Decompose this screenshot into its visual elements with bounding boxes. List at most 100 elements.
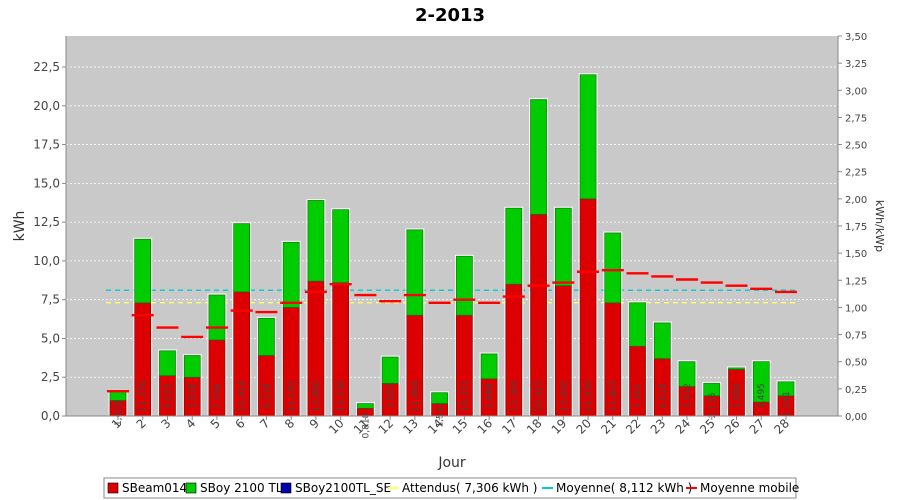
x-tick-label-10: 10 [326, 416, 347, 437]
value-label-9: 13,880 [312, 380, 322, 412]
x-tick-label-18: 18 [524, 416, 545, 437]
x-axis-ticks: 1 2 3 4 5 6 7 8 9 10 11 12 13 14 15 16 17 18 19 20 21 22 23 24 2… [109, 416, 792, 437]
legend-label-4: Moyenne( 8,112 kWh ) [556, 481, 692, 495]
value-label-2: 11,376 [139, 380, 149, 412]
value-label-16: 3,988 [485, 383, 495, 409]
value-label-10: 13,338 [337, 380, 347, 412]
value-label-21: 11,807 [609, 380, 619, 412]
bar-sboy2100tl-24 [678, 361, 696, 387]
y-axis-ticks: 0,0 2,5 5,0 7,5 10,0 12,5 15,0 17,5 20,0 22,5 [33, 60, 66, 423]
bar-sboy2100tl-14 [431, 392, 448, 404]
y-right-tick-label-7: 1,75 [845, 222, 867, 233]
value-label-28: 2,241 [782, 391, 792, 417]
y-tick-label-4: 10,0 [33, 254, 60, 268]
value-label-11: 0,818 [361, 412, 371, 438]
y-right-tick-label-3: 0,75 [845, 331, 867, 342]
value-label-13: 11,964 [411, 380, 421, 412]
value-label-1: 1,620 [114, 400, 124, 426]
bar-sboy2100tl-10 [332, 209, 349, 283]
x-tick-label-3: 3 [158, 416, 173, 431]
y-right-tick-label-11: 2,75 [845, 113, 867, 124]
bar-sboy2100tl-11 [357, 403, 374, 409]
y-tick-label-2: 5,0 [41, 331, 60, 345]
value-label-8: 11,192 [287, 380, 297, 412]
bar-sboy2100tl-6 [233, 223, 250, 293]
y-tick-label-1: 2,5 [41, 370, 60, 384]
x-tick-label-25: 25 [697, 416, 718, 437]
value-label-26: 3,060 [733, 383, 743, 409]
bar-sboy2100tl-3 [159, 350, 176, 376]
bar-sboy2100tl-7 [258, 317, 275, 356]
legend-label-0: SBeam014 [122, 481, 187, 495]
y-tick-label-7: 17,5 [33, 138, 60, 152]
bar-sboy2100tl-25 [703, 383, 721, 397]
bar-sboy2100tl-12 [381, 356, 399, 384]
y-axis-right-label: kWh/kWp [873, 200, 886, 252]
legend-swatch-0 [107, 482, 119, 494]
y-right-tick-label-2: 0,50 [845, 358, 867, 369]
bar-sboy2100tl-8 [282, 241, 300, 308]
y-axis-right-ticks: 0,00 0,25 0,50 0,75 1,00 1,25 1,50 1,75 2,00 2,25… [838, 32, 867, 423]
plot-background [66, 36, 838, 416]
bar-sboy2100tl-9 [307, 200, 325, 282]
y-right-tick-label-8: 2,00 [845, 195, 867, 206]
value-label-7: 6,318 [262, 383, 272, 409]
bar-sboy2100tl-23 [653, 322, 671, 359]
value-label-14: 1,532 [436, 402, 446, 428]
y-tick-label-9: 22,5 [33, 60, 60, 74]
legend-swatch-2 [280, 482, 292, 494]
moving-average-markers [107, 269, 797, 393]
value-label-12: 3,807 [386, 383, 396, 409]
x-tick-label-7: 7 [257, 416, 272, 431]
x-tick-label-5: 5 [208, 416, 223, 431]
legend-label-3: Attendus( 7,306 kWh ) [402, 481, 537, 495]
x-tick-label-20: 20 [573, 416, 594, 437]
value-label-15: 10,331 [460, 380, 470, 412]
bar-sboy2100tl-5 [208, 294, 226, 341]
bar-sboy2100tl-13 [406, 229, 424, 316]
bar-sboy2100tl-16 [480, 353, 498, 380]
x-tick-label-8: 8 [282, 416, 297, 431]
y-tick-label-5: 12,5 [33, 215, 60, 229]
bar-sboy2100tl-26 [728, 367, 745, 370]
x-tick-label-23: 23 [648, 416, 669, 437]
bar-sboy2100tl-1 [109, 390, 127, 401]
bar-sboy2100tl-17 [505, 207, 523, 285]
value-label-4: 3,918 [188, 383, 198, 409]
y-right-tick-label-1: 0,25 [845, 385, 867, 396]
x-tick-label-22: 22 [623, 416, 644, 437]
value-label-6: 12,414 [238, 380, 248, 412]
bar-sboy2100tl-19 [555, 207, 572, 287]
legend-swatch-1 [185, 482, 197, 494]
x-tick-label-13: 13 [400, 416, 421, 437]
value-label-19: 13,440 [559, 380, 569, 412]
x-tick-label-26: 26 [722, 416, 743, 437]
value-label-23: 6,018 [658, 383, 668, 409]
bar-sboy2100tl-15 [456, 255, 473, 316]
value-label-24: 3,512 [683, 383, 693, 409]
y-right-tick-label-6: 1,50 [845, 249, 867, 260]
grid-lines [66, 66, 838, 378]
y-right-tick-label-14: 3,50 [845, 32, 867, 43]
x-tick-label-28: 28 [771, 416, 792, 437]
y-tick-label-0: 0,0 [41, 409, 60, 423]
y-tick-label-8: 20,0 [33, 99, 60, 113]
value-label-17: 13,368 [510, 380, 520, 412]
value-labels: 1,620 11,376 4,222 3,918 7,796 12,414 6,318 11,… [114, 380, 792, 438]
bar-sboy2100tl-18 [530, 99, 547, 215]
legend-frame [103, 477, 797, 499]
x-tick-label-15: 15 [450, 416, 471, 437]
x-tick-label-6: 6 [233, 416, 248, 431]
y-axis-label: kWh [12, 211, 28, 242]
legend-label-2: SBoy2100TL_SE [295, 481, 391, 495]
legend: SBeam014 SBoy 2100 TL SBoy2100TL_SE Attendu… [103, 477, 799, 499]
x-tick-label-21: 21 [598, 416, 619, 437]
value-label-5: 7,796 [213, 383, 223, 409]
x-tick-label-16: 16 [475, 416, 496, 437]
reference-lines [106, 289, 798, 304]
y-right-tick-label-12: 3,00 [845, 86, 867, 97]
y-right-tick-label-9: 2,25 [845, 168, 867, 179]
bar-sboy2100tl-28 [777, 381, 795, 397]
y-right-tick-label-10: 2,50 [845, 141, 867, 152]
